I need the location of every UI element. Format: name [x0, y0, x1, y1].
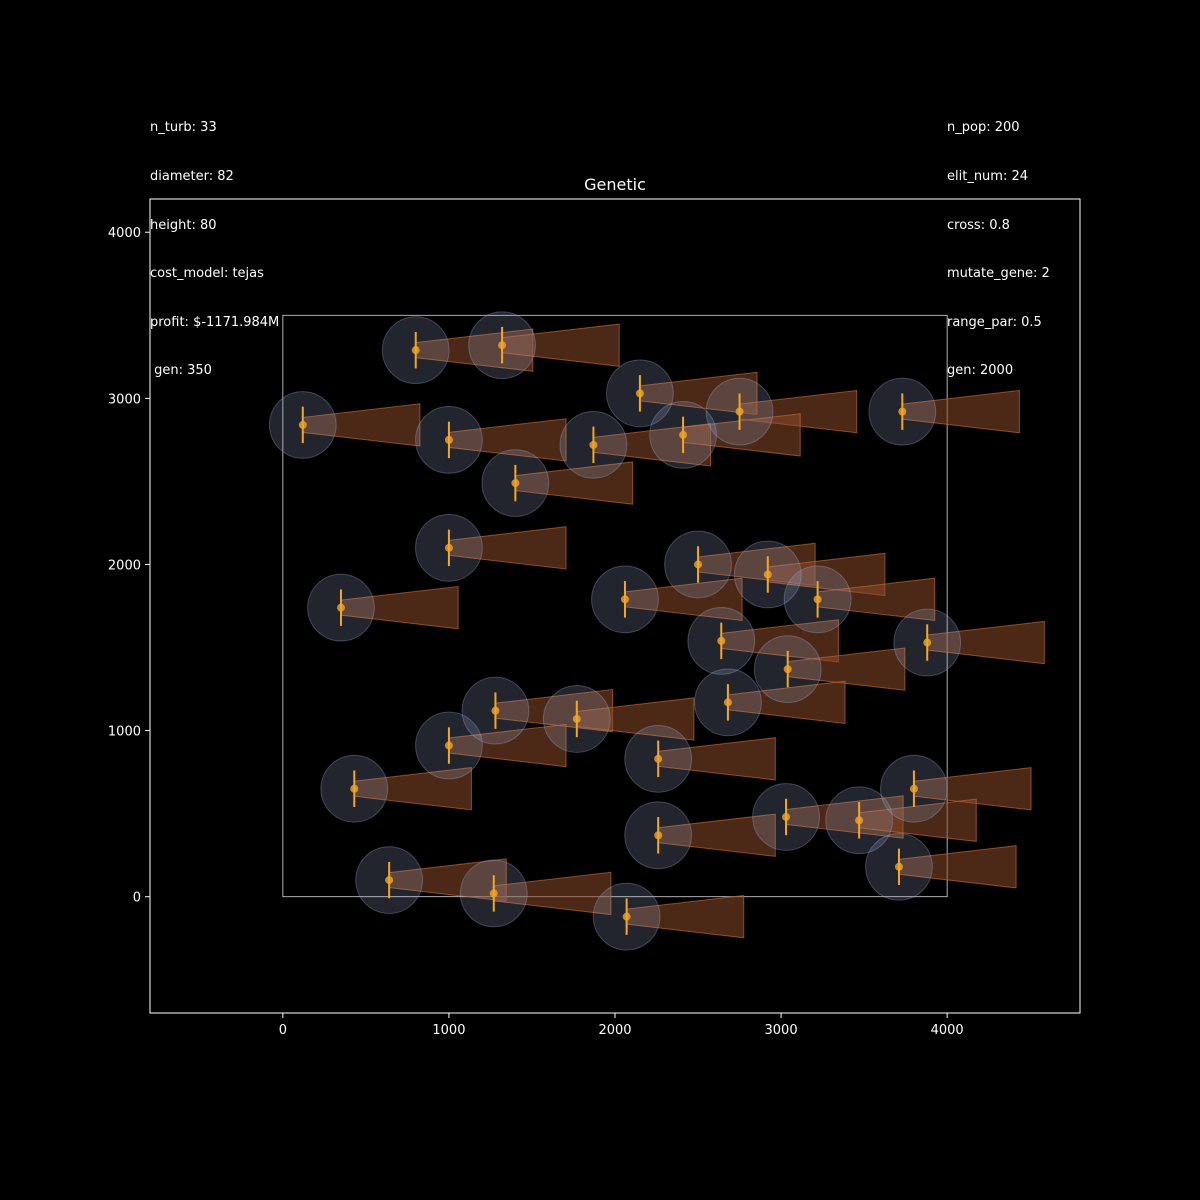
turbine-hub	[336, 603, 345, 612]
parameters-right: n_pop: 200 elit_num: 24 cross: 0.8 mutat…	[947, 88, 1050, 396]
turbine-hub	[635, 389, 644, 398]
gen-left-label: gen: 350	[150, 363, 212, 379]
turbine-hub	[622, 912, 631, 921]
n-pop-label: n_pop: 200	[947, 120, 1020, 136]
x-tick-label: 4000	[931, 1023, 964, 1038]
turbine-hub	[679, 430, 688, 439]
turbine-hub	[511, 479, 520, 488]
elit-num-label: elit_num: 24	[947, 169, 1029, 184]
parameters-left: n_turb: 33 diameter: 82 height: 80 cost_…	[150, 88, 279, 396]
site-boundary	[282, 314, 948, 898]
turbine-hub	[723, 698, 732, 707]
y-tick-label: 3000	[108, 392, 141, 407]
turbine-hub	[855, 816, 864, 825]
x-tick-label: 1000	[432, 1023, 465, 1038]
turbine-hub	[589, 440, 598, 449]
turbine-hub	[717, 636, 726, 645]
turbine-hub	[763, 570, 772, 579]
x-tick-label: 0	[279, 1023, 287, 1038]
turbine-hub	[350, 784, 359, 793]
turbine-hub	[923, 638, 932, 647]
turbine-hub	[735, 407, 744, 416]
y-tick-label: 4000	[108, 226, 141, 241]
chart-title: Genetic	[584, 175, 646, 194]
turbine-hub	[654, 831, 663, 840]
turbine-hub	[298, 420, 307, 429]
height-label: height: 80	[150, 217, 217, 233]
turbine-hub	[444, 741, 453, 750]
cross-label: cross: 0.8	[947, 217, 1010, 233]
turbine-hub	[491, 706, 500, 715]
y-tick-label: 1000	[108, 725, 141, 740]
turbine-hub	[813, 595, 822, 604]
turbine-hub	[385, 876, 394, 885]
turbine-hub	[782, 812, 791, 821]
turbine-hub	[411, 346, 420, 355]
turbine-hub	[894, 862, 903, 871]
turbine-hub	[654, 754, 663, 763]
turbine-hub	[444, 543, 453, 552]
diameter-label: diameter: 82	[150, 169, 234, 184]
gen-right-label: gen: 2000	[947, 363, 1014, 379]
x-tick-label: 3000	[765, 1023, 798, 1038]
turbine-hub	[572, 714, 581, 723]
turbine-hub	[909, 784, 918, 793]
turbine-hub	[898, 407, 907, 416]
turbine-hub	[444, 435, 453, 444]
turbine-hub	[498, 341, 507, 350]
mutate-gene-label: mutate_gene: 2	[947, 266, 1050, 282]
x-tick-label: 2000	[598, 1023, 631, 1038]
turbine-hub	[489, 889, 498, 898]
turbine-hub	[783, 665, 792, 674]
y-tick-label: 2000	[108, 558, 141, 573]
cost-model-label: cost_model: tejas	[150, 266, 264, 282]
range-par-label: range_par: 0.5	[947, 314, 1042, 330]
turbine-hub	[620, 595, 629, 604]
y-tick-label: 0	[133, 891, 141, 906]
n-turb-label: n_turb: 33	[150, 120, 217, 136]
profit-label: profit: $-1171.984M	[150, 314, 280, 330]
turbine-hub	[694, 560, 703, 569]
